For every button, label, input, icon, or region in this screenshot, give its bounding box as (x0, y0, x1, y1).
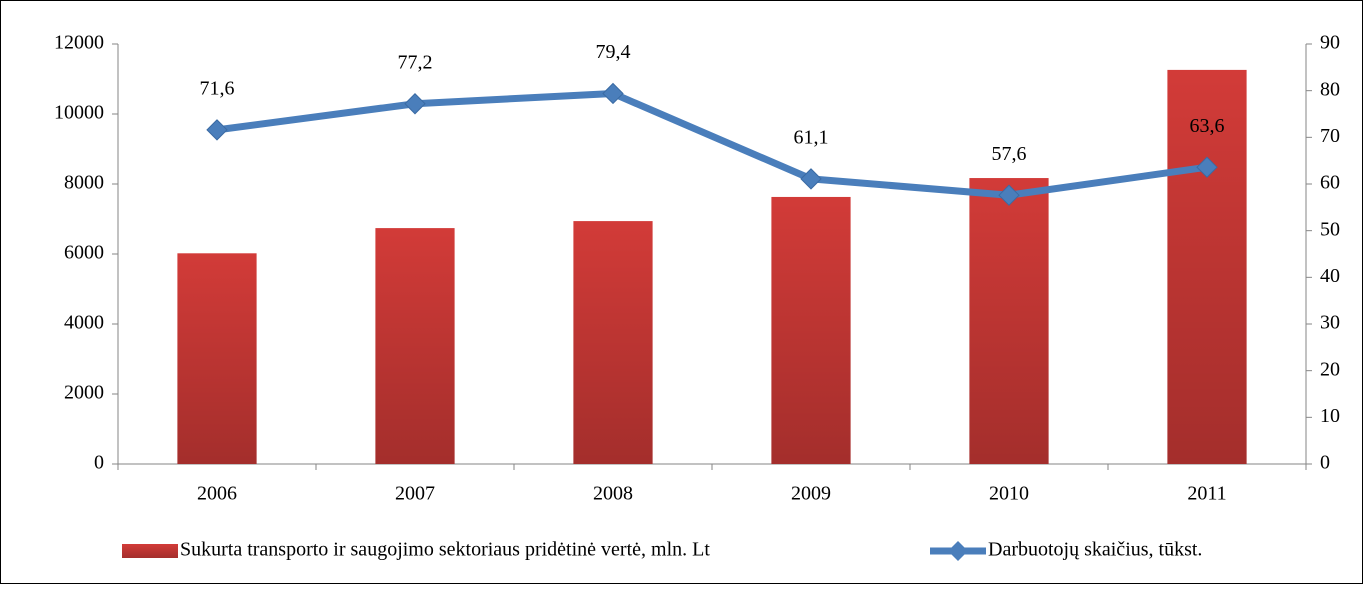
legend-marker (948, 541, 968, 561)
marker (206, 119, 228, 141)
data-label: 63,6 (1190, 115, 1225, 137)
x-tick-label: 2007 (395, 483, 435, 505)
y-tick-label: 0 (94, 452, 104, 474)
y-tick-label: 6000 (64, 242, 104, 264)
y2-tick-label: 40 (1320, 265, 1340, 287)
marker (404, 93, 426, 115)
legend-label: Sukurta transporto ir saugojimo sektoria… (180, 539, 710, 561)
y2-tick-label: 50 (1320, 218, 1340, 240)
x-tick-label: 2006 (197, 483, 237, 505)
bar-shade (177, 253, 257, 464)
bar-shade (573, 221, 653, 464)
marker (1196, 156, 1218, 178)
y-tick-label: 8000 (64, 172, 104, 194)
y2-tick-label: 80 (1320, 78, 1340, 100)
data-label: 77,2 (398, 51, 433, 73)
y2-tick-label: 70 (1320, 125, 1340, 147)
y-tick-label: 12000 (54, 32, 104, 54)
marker (800, 168, 822, 190)
data-label: 61,1 (794, 126, 829, 148)
y2-tick-label: 0 (1320, 452, 1330, 474)
bar-shade (1167, 69, 1247, 465)
x-tick-label: 2009 (791, 483, 831, 505)
y2-tick-label: 90 (1320, 32, 1340, 54)
bar-shade (969, 178, 1049, 465)
y2-tick-label: 60 (1320, 172, 1340, 194)
bar-shade (771, 196, 851, 464)
data-label: 71,6 (200, 77, 235, 99)
data-label: 79,4 (596, 41, 631, 63)
x-tick-label: 2008 (593, 483, 633, 505)
marker (602, 82, 624, 105)
y-tick-label: 10000 (54, 102, 104, 124)
x-tick-label: 2010 (989, 483, 1029, 505)
line (216, 89, 1208, 199)
y-tick-label: 4000 (64, 312, 104, 334)
x-tick-label: 2011 (1187, 483, 1226, 505)
y2-tick-label: 30 (1320, 312, 1340, 334)
y2-tick-label: 20 (1320, 358, 1340, 380)
data-label: 57,6 (992, 143, 1027, 165)
y2-tick-label: 10 (1320, 405, 1340, 427)
legend-swatch-shade (122, 544, 178, 558)
marker (998, 184, 1020, 206)
bar-shade (375, 228, 455, 464)
y-tick-label: 2000 (64, 382, 104, 404)
legend-label: Darbuotojų skaičius, tūkst. (988, 539, 1202, 561)
